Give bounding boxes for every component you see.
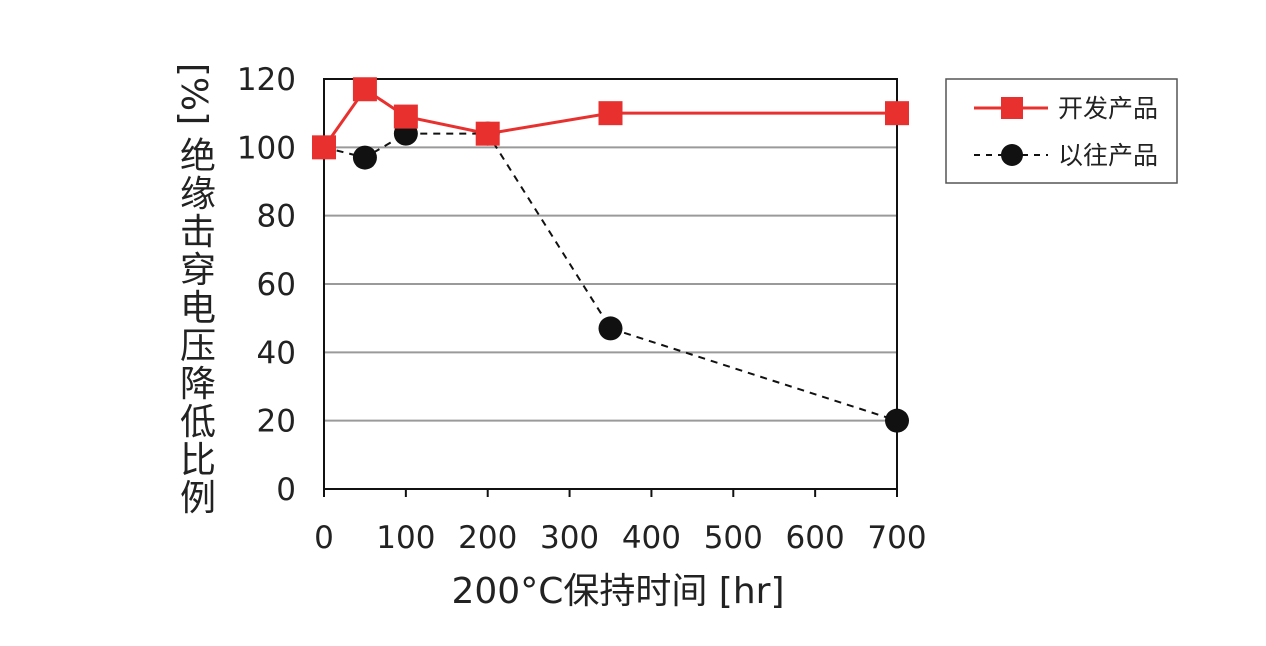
x-tick-label-500: 500 — [704, 520, 763, 556]
legend: 开发产品 以往产品 — [945, 78, 1178, 184]
data-point-0-4 — [598, 101, 623, 126]
y-tick-label-80: 80 — [257, 199, 296, 235]
data-point-0-0 — [312, 135, 336, 160]
data-point-1-5 — [885, 408, 909, 433]
y-axis-label-char: 绝 — [180, 136, 216, 177]
y-tick-label-0: 0 — [276, 472, 296, 508]
y-tick-label-20: 20 — [257, 404, 296, 440]
y-axis-label-char: 比 — [180, 440, 216, 481]
y-axis-label-char: 例 — [180, 478, 216, 519]
series-line-1 — [323, 132, 898, 422]
y-axis-unit: [%] — [173, 63, 214, 125]
y-tick-label-120: 120 — [237, 62, 296, 98]
x-tick-label-300: 300 — [540, 520, 599, 556]
y-axis-label-char: 击 — [180, 212, 216, 253]
axes — [323, 78, 898, 490]
x-tick-label-0: 0 — [314, 520, 334, 556]
data-point-1-4 — [598, 316, 623, 341]
x-tick-label-600: 600 — [786, 520, 845, 556]
legend-label-old: 以往产品 — [1058, 141, 1158, 170]
legend-marker-old — [1001, 144, 1023, 166]
plot-frame — [323, 78, 898, 490]
x-tick-label-100: 100 — [376, 520, 435, 556]
data-point-1-1 — [352, 145, 377, 170]
y-tick-label-100: 100 — [237, 130, 296, 166]
data-point-0-3 — [475, 121, 500, 146]
y-axis-label-char: 压 — [180, 326, 216, 367]
legend-box — [945, 78, 1178, 184]
y-axis-label-char: 低 — [180, 402, 216, 443]
legend-marker-dev — [1001, 97, 1023, 119]
x-axis-label: 200°C保持时间 [hr] — [451, 571, 784, 612]
tick-labels: 0 100 200 300 400 500 600 700 0 20 40 60 80 100 120 — [237, 62, 927, 556]
data-point-0-1 — [352, 77, 377, 102]
y-axis-label-char: 降 — [180, 364, 216, 405]
y-axis-label-char: 电 — [180, 288, 216, 329]
y-tick-label-40: 40 — [257, 335, 296, 371]
x-tick-label-400: 400 — [622, 520, 681, 556]
series — [312, 77, 909, 433]
y-axis-label-char: 穿 — [180, 250, 216, 291]
x-tick-label-200: 200 — [458, 520, 517, 556]
data-point-0-5 — [885, 101, 909, 126]
x-tick-label-700: 700 — [867, 520, 926, 556]
y-axis-label-char: 缘 — [180, 174, 216, 215]
legend-label-dev: 开发产品 — [1058, 94, 1158, 123]
data-point-0-2 — [393, 104, 418, 129]
grid — [324, 146, 897, 422]
y-tick-label-60: 60 — [257, 267, 296, 303]
